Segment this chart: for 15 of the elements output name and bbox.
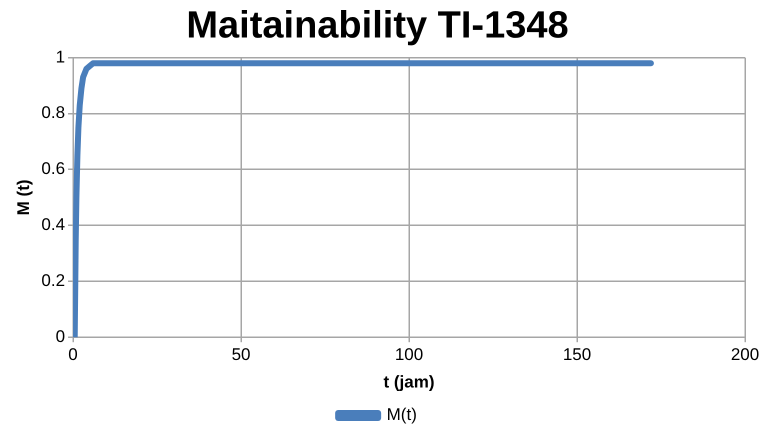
chart-title: Maitainability TI-1348	[186, 4, 569, 46]
y-axis-title: M (t)	[14, 179, 33, 216]
y-tick-label: 0.8	[41, 103, 66, 122]
legend-label: M(t)	[386, 405, 417, 424]
x-tick-label: 150	[562, 345, 592, 364]
y-tick-label: 0.6	[41, 159, 66, 178]
x-tick-label: 100	[394, 345, 424, 364]
x-tick-label: 200	[730, 345, 760, 364]
x-tick-label: 50	[232, 345, 250, 364]
y-tick-label: 0.2	[41, 270, 66, 290]
y-tick-label: 0.4	[41, 215, 66, 234]
x-tick-label: 0	[68, 345, 78, 364]
y-tick-label: 0	[56, 326, 66, 346]
x-axis-title: t (jam)	[384, 372, 435, 392]
y-tick-label: 1	[56, 47, 66, 66]
